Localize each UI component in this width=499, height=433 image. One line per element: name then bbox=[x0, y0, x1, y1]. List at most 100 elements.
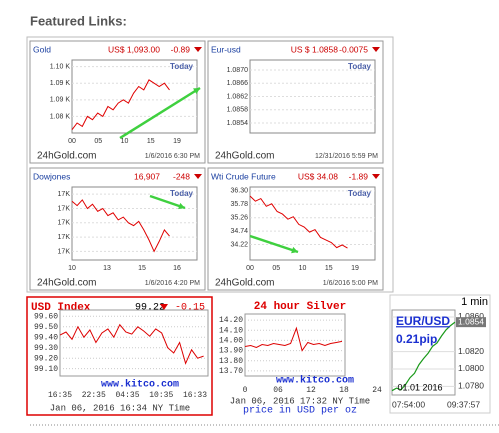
down-icon bbox=[372, 47, 380, 52]
x-tick-label: 09:37:57 bbox=[447, 399, 480, 409]
x-tick-label: 16:35 bbox=[48, 391, 72, 400]
plot-area bbox=[391, 309, 456, 396]
down-icon bbox=[160, 304, 168, 310]
change: -1.89 bbox=[349, 171, 369, 181]
y-tick-label: 1.09 K bbox=[50, 97, 71, 104]
x-tick-label: 19 bbox=[173, 138, 181, 145]
y-tick-label: 14.20 bbox=[219, 316, 243, 325]
y-tick-label: 35.78 bbox=[230, 201, 248, 208]
change: -0.15 bbox=[175, 303, 205, 314]
period: 1 min bbox=[461, 296, 488, 308]
y-tick-label: 1.0866 bbox=[227, 80, 249, 87]
x-tick-label: 15 bbox=[147, 138, 155, 145]
price-line bbox=[244, 326, 343, 352]
timestamp: 1/6/2016 6:30 PM bbox=[145, 153, 200, 160]
price: 16,907 bbox=[134, 171, 160, 181]
x-tick-label: 10 bbox=[121, 138, 129, 145]
x-tick-label: 00 bbox=[246, 265, 254, 272]
y-tick-label: 1.0858 bbox=[227, 107, 249, 114]
price-line bbox=[59, 323, 204, 365]
price-marker-label: 1.0854 bbox=[458, 316, 484, 326]
source: 24hGold.com bbox=[215, 278, 274, 289]
y-tick-label: 1.0800 bbox=[458, 363, 484, 373]
timestamp: 1/6/2016 5:00 PM bbox=[323, 280, 378, 287]
x-tick-label: 00 bbox=[68, 138, 76, 145]
arrow-head bbox=[291, 246, 298, 254]
y-tick-label: 17K bbox=[58, 220, 71, 227]
down-icon bbox=[194, 47, 202, 52]
y-tick-label: 99.50 bbox=[34, 323, 58, 332]
widget-frame bbox=[26, 296, 213, 416]
y-tick-label: 13.70 bbox=[219, 367, 243, 376]
spread: 0.21pip bbox=[396, 332, 437, 346]
timestamp: 1/6/2016 4:20 PM bbox=[145, 280, 200, 287]
y-tick-label: 1.10 K bbox=[50, 63, 71, 70]
x-tick-label: 15 bbox=[325, 265, 333, 272]
widget-title: EUR/USD bbox=[396, 314, 450, 328]
x-tick-label: 19 bbox=[351, 265, 359, 272]
timestamp: Jan 06, 2016 16:34 NY Time bbox=[50, 403, 190, 413]
price-line bbox=[71, 199, 170, 253]
x-tick-label: 04:35 bbox=[115, 391, 139, 400]
x-tick-label: 05 bbox=[94, 138, 102, 145]
timestamp: Jan 06, 2016 17:32 NY Time bbox=[230, 396, 370, 406]
y-tick-label: 35.26 bbox=[230, 215, 248, 222]
timestamp: 12/31/2016 5:59 PM bbox=[315, 153, 378, 160]
arrow bbox=[149, 194, 186, 210]
panel-name: Wti Crude Future bbox=[211, 171, 276, 181]
note: price in USD per oz bbox=[243, 405, 357, 417]
today-label: Today bbox=[348, 62, 372, 71]
arrow-head bbox=[193, 88, 200, 95]
y-tick-label: 1.0780 bbox=[458, 381, 484, 391]
x-tick-label: 0 bbox=[243, 386, 248, 395]
change: -248 bbox=[173, 171, 190, 181]
x-tick-label: 12 bbox=[306, 386, 316, 395]
panel-name: Gold bbox=[33, 44, 51, 54]
down-icon bbox=[194, 174, 202, 179]
y-tick-label: 99.30 bbox=[34, 344, 58, 353]
plot-area bbox=[59, 309, 209, 377]
panel-name: Eur-usd bbox=[211, 44, 241, 54]
x-tick-label: 07:54:00 bbox=[392, 399, 425, 409]
price-line bbox=[249, 195, 348, 249]
price-marker bbox=[456, 317, 486, 328]
panel-name: Dowjones bbox=[33, 171, 70, 181]
plot-area bbox=[244, 313, 346, 377]
today-label: Today bbox=[170, 189, 194, 198]
y-tick-label: 36.30 bbox=[230, 188, 248, 195]
section-title: Featured Links: bbox=[30, 13, 127, 28]
y-tick-label: 13.80 bbox=[219, 357, 243, 366]
arrow bbox=[119, 86, 201, 140]
y-tick-label: 17K bbox=[58, 234, 71, 241]
arrow-head bbox=[178, 202, 185, 210]
x-tick-label: 22:35 bbox=[82, 391, 106, 400]
widget-title: 24 hour Silver bbox=[254, 301, 346, 313]
y-tick-label: 34.74 bbox=[230, 228, 248, 235]
plot-area bbox=[71, 59, 198, 134]
change: -0.0075 bbox=[339, 44, 368, 54]
x-tick-label: 15 bbox=[138, 265, 146, 272]
y-tick-label: 99.10 bbox=[34, 365, 58, 374]
price-line bbox=[71, 79, 170, 131]
down-icon bbox=[372, 174, 380, 179]
price-line bbox=[391, 321, 456, 392]
today-label: Today bbox=[348, 189, 372, 198]
x-tick-label: 16:33 bbox=[183, 391, 207, 400]
plot-area bbox=[71, 186, 198, 261]
y-tick-label: 1.0870 bbox=[227, 67, 249, 74]
y-tick-label: 1.09 K bbox=[50, 80, 71, 87]
source: 24hGold.com bbox=[37, 151, 96, 162]
y-tick-label: 1.08 K bbox=[50, 113, 71, 120]
x-tick-label: 10 bbox=[299, 265, 307, 272]
y-tick-label: 1.0862 bbox=[227, 93, 249, 100]
x-tick-label: 05 bbox=[272, 265, 280, 272]
source: www.kitco.com bbox=[101, 379, 179, 391]
y-tick-label: 14.10 bbox=[219, 326, 243, 335]
source: 24hGold.com bbox=[37, 278, 96, 289]
today-label: Today bbox=[170, 62, 194, 71]
y-tick-label: 13.90 bbox=[219, 347, 243, 356]
arrow bbox=[249, 234, 299, 254]
y-tick-label: 99.40 bbox=[34, 333, 58, 342]
source: 24hGold.com bbox=[215, 151, 274, 162]
